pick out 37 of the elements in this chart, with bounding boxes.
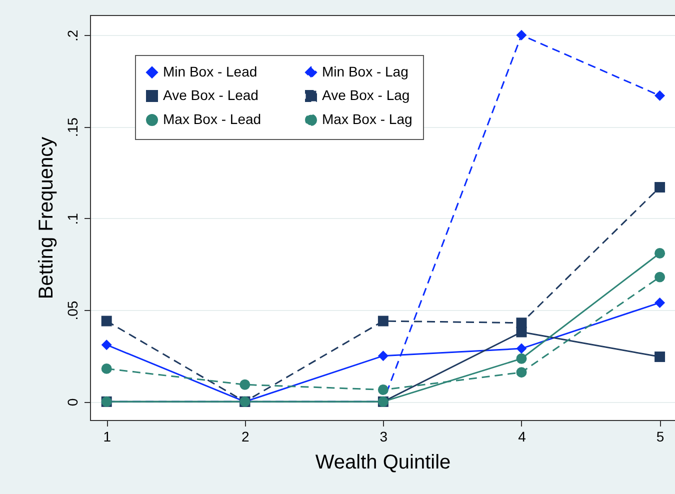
legend-label: Max Box - Lead — [163, 111, 262, 127]
legend-label: Ave Box - Lag — [322, 87, 410, 103]
point — [654, 182, 666, 193]
point — [516, 326, 527, 338]
point — [654, 297, 666, 308]
point — [516, 30, 527, 40]
x-tick-label: 3 — [380, 428, 388, 444]
x-tick-label: 1 — [103, 428, 112, 444]
y-tick-label: .1 — [64, 212, 80, 225]
point — [240, 379, 250, 390]
point — [516, 343, 527, 354]
legend-label: Max Box - Lag — [322, 111, 412, 127]
point — [101, 340, 112, 350]
legend-label: Min Box - Lead — [163, 63, 258, 80]
point — [378, 384, 388, 395]
point — [101, 316, 112, 326]
y-tick-label: .05 — [64, 300, 80, 320]
y-tick-label: 0 — [64, 398, 80, 406]
y-tick-label: .15 — [64, 117, 80, 138]
x-tick-label: 2 — [241, 428, 250, 444]
point — [654, 90, 666, 101]
point — [516, 367, 527, 378]
point — [654, 352, 666, 362]
x-axis-title: Wealth Quintile — [315, 452, 451, 474]
point — [516, 353, 527, 364]
point — [101, 363, 112, 374]
x-tick-label: 5 — [656, 428, 664, 444]
x-tick-label: 4 — [518, 428, 526, 444]
y-axis-title: Betting Frequency — [36, 136, 58, 300]
legend-label: Min Box - Lag — [322, 63, 408, 80]
legend-label: Ave Box - Lead — [163, 87, 258, 103]
point — [378, 316, 388, 326]
point — [654, 272, 666, 282]
point — [378, 350, 388, 362]
point — [516, 318, 527, 328]
y-tick-label: .2 — [64, 30, 80, 42]
point — [654, 248, 666, 258]
